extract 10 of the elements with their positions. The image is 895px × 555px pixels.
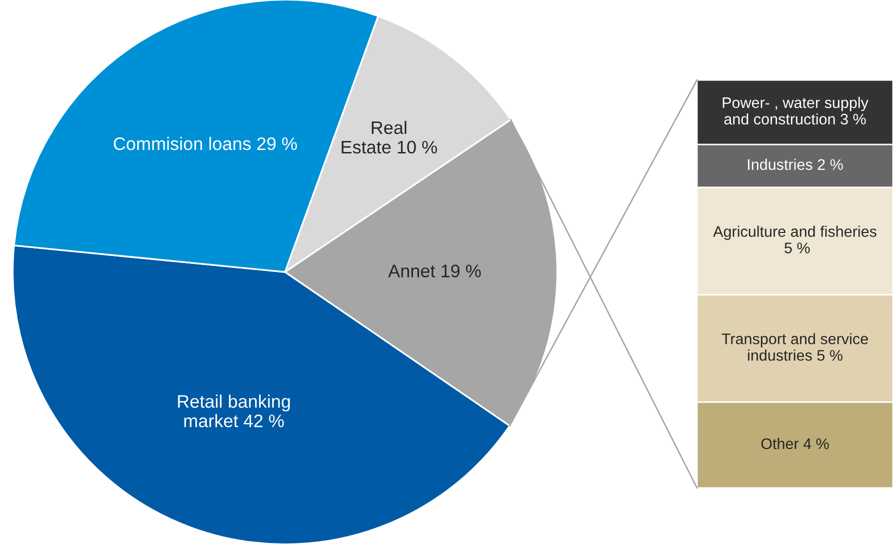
slice-label: Annet 19 % xyxy=(388,264,481,278)
data-label: 5 % xyxy=(784,242,810,254)
slice-label: Commision loans 29 % xyxy=(114,136,297,150)
text: Transport and service industries 5 % xyxy=(722,333,868,361)
slice-label: Real Estate 10 % xyxy=(342,120,437,154)
text: Power- , water supply and construction 3 % xyxy=(722,96,868,125)
slice-label: Retail banking market 42 % xyxy=(178,394,290,428)
text: Industries 2 % xyxy=(748,158,843,170)
text: Other 4 % xyxy=(761,438,829,450)
series-label: Agriculture and fisheries xyxy=(713,226,876,240)
